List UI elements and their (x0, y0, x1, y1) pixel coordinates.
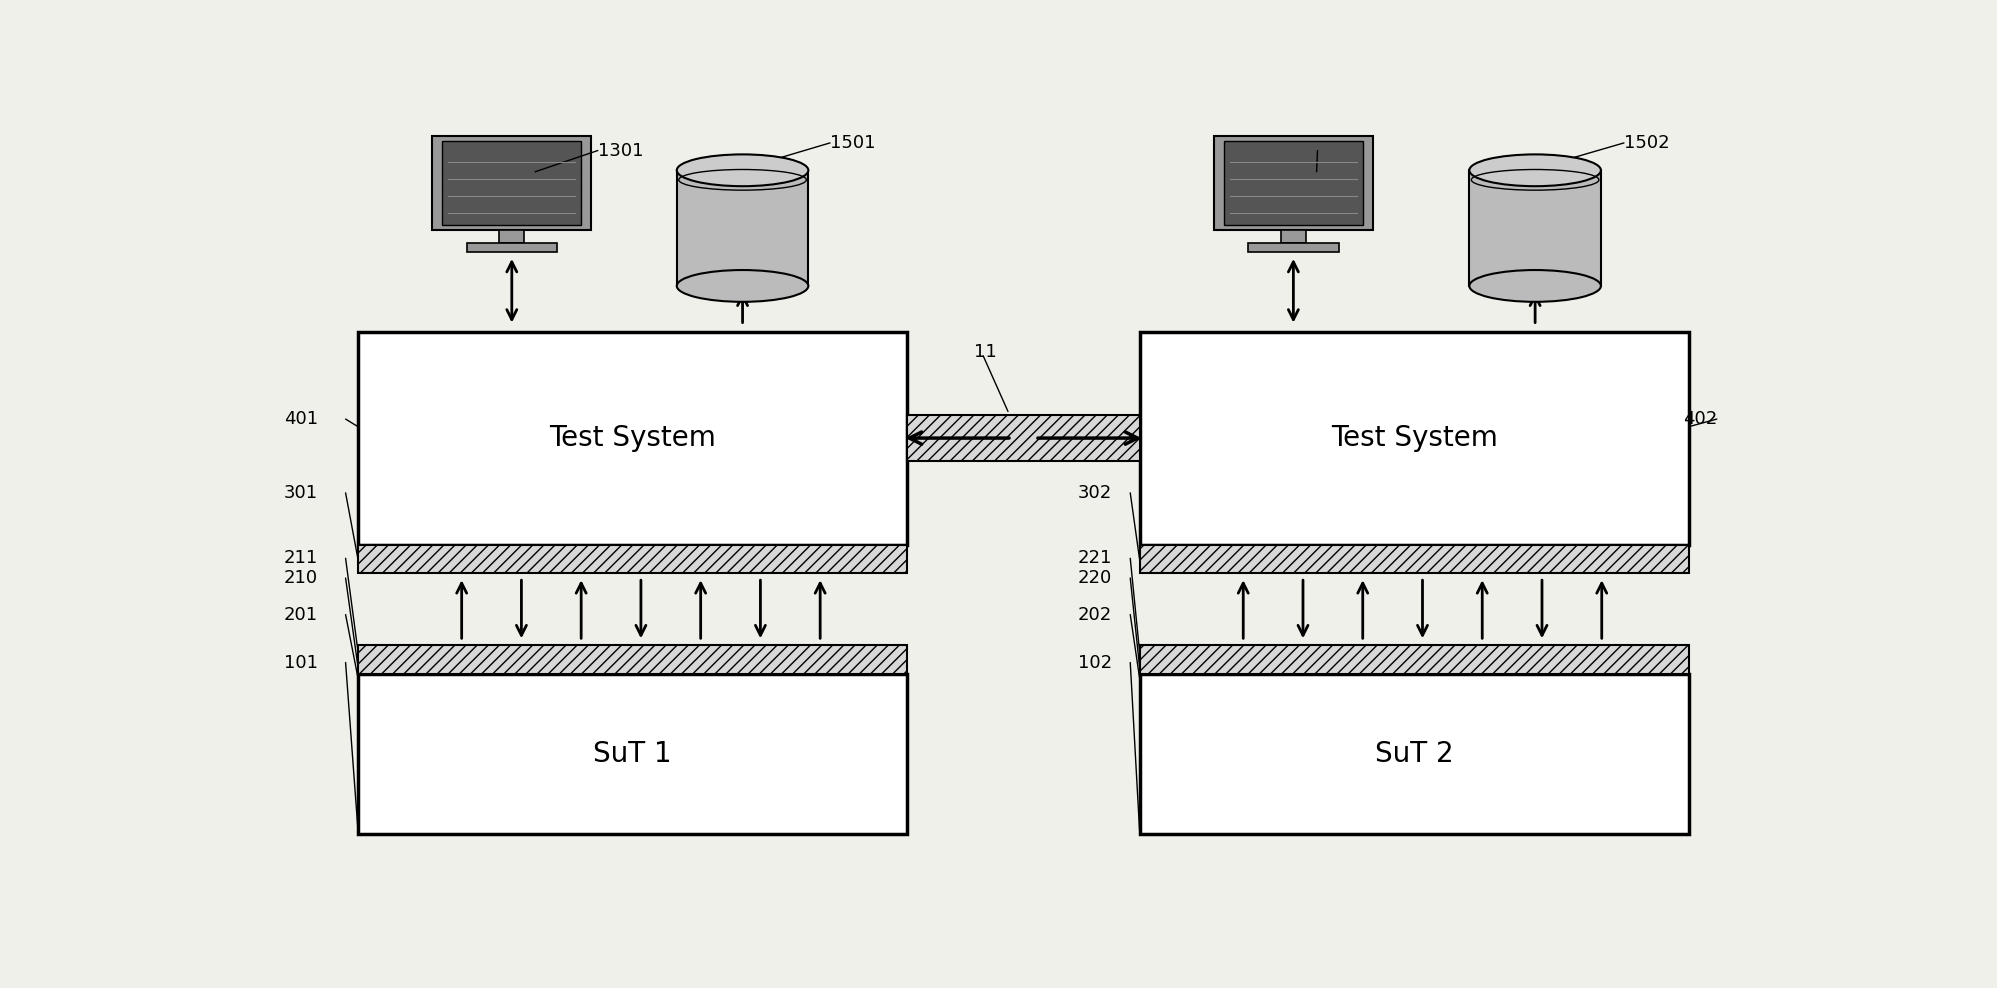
Text: 402: 402 (1683, 410, 1717, 428)
Bar (433, 135, 591, 230)
Bar (499, 230, 525, 243)
Bar (1140, 544, 1689, 573)
Text: 210: 210 (284, 569, 318, 587)
Text: 201: 201 (284, 606, 318, 623)
Bar (1248, 243, 1338, 252)
Ellipse shape (1470, 270, 1602, 301)
Text: Test System: Test System (1330, 424, 1498, 453)
Bar (441, 141, 581, 225)
Text: 102: 102 (1078, 653, 1112, 672)
Ellipse shape (1470, 154, 1602, 186)
Text: 301: 301 (284, 484, 318, 502)
Bar (467, 243, 557, 252)
Text: 302: 302 (1078, 484, 1112, 502)
Bar (1470, 170, 1602, 286)
Bar (357, 544, 907, 573)
Text: 202: 202 (1078, 606, 1112, 623)
Text: Test System: Test System (549, 424, 717, 453)
Bar (1214, 135, 1372, 230)
Text: 1301: 1301 (597, 141, 643, 159)
Bar (357, 332, 907, 544)
Bar (357, 674, 907, 834)
Text: SuT 2: SuT 2 (1376, 740, 1454, 768)
Bar (1140, 674, 1689, 834)
Bar (1140, 645, 1689, 674)
Bar (907, 415, 1140, 461)
Ellipse shape (677, 270, 809, 301)
Text: 221: 221 (1078, 549, 1112, 567)
Text: SuT 1: SuT 1 (593, 740, 671, 768)
Text: 1302: 1302 (1318, 141, 1364, 159)
Text: 101: 101 (284, 653, 318, 672)
Text: 220: 220 (1078, 569, 1112, 587)
Bar (357, 645, 907, 674)
Text: 211: 211 (284, 549, 318, 567)
Ellipse shape (677, 154, 809, 186)
Text: 1502: 1502 (1624, 134, 1669, 152)
Bar (1224, 141, 1364, 225)
Bar (677, 170, 809, 286)
Text: 401: 401 (284, 410, 318, 428)
Text: 1501: 1501 (831, 134, 875, 152)
Bar (1140, 332, 1689, 544)
Bar (1280, 230, 1306, 243)
Text: 11: 11 (975, 343, 997, 361)
